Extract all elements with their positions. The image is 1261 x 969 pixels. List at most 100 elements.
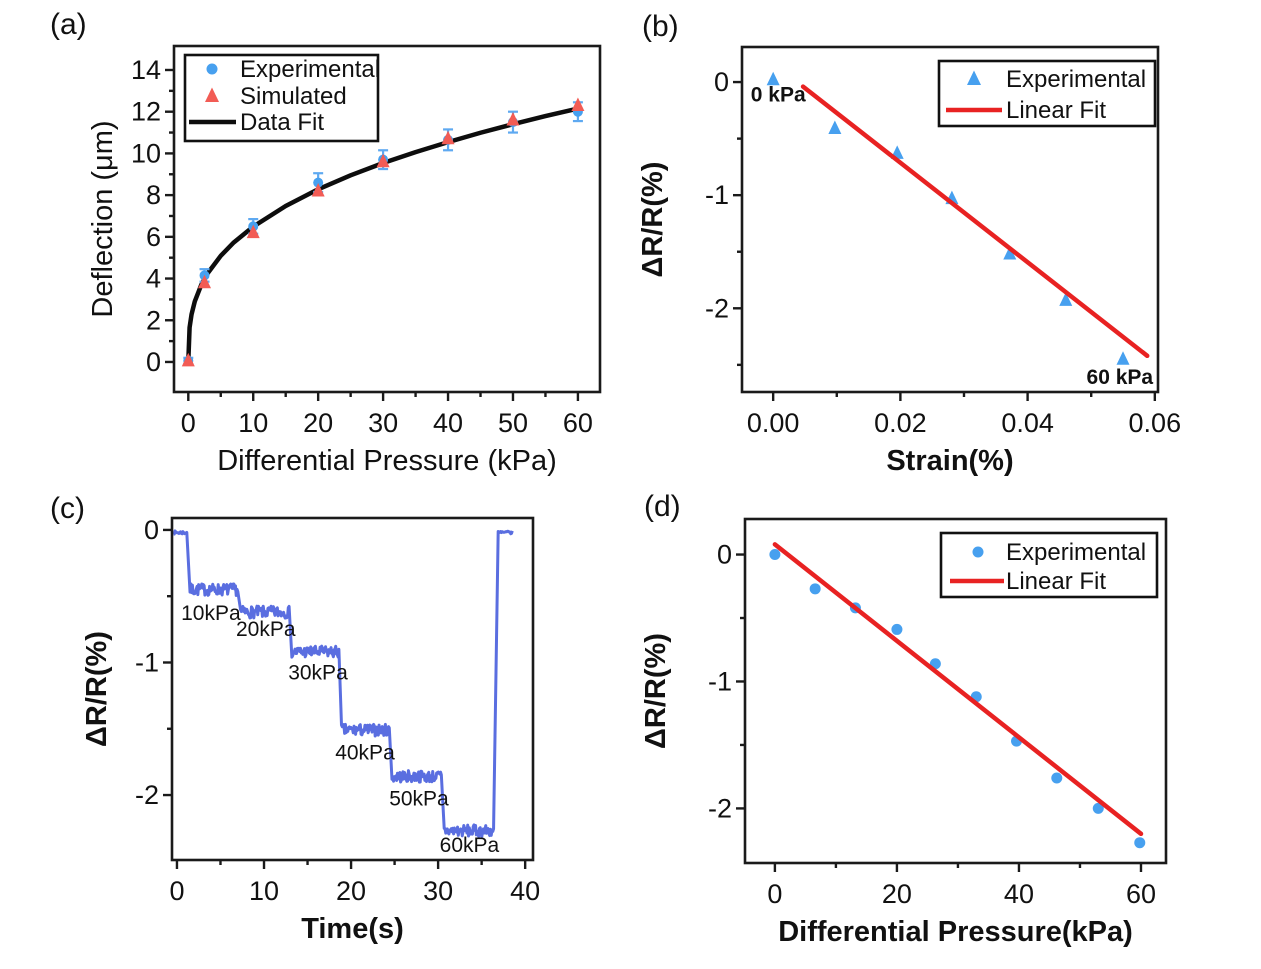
panel-c-label: (c) — [50, 492, 85, 525]
x-axis-title: Differential Pressure(kPa) — [778, 916, 1133, 948]
data-point-marker — [1003, 246, 1017, 260]
y-tick-label: 0 — [146, 347, 161, 377]
legend-box — [939, 531, 1159, 599]
data-point-marker — [1051, 772, 1063, 784]
x-tick-label: 0 — [767, 879, 782, 909]
x-tick-label: 0 — [169, 876, 184, 906]
plot-frame — [172, 44, 602, 394]
legend-circle-marker — [206, 63, 218, 75]
legend-triangle-marker — [205, 87, 219, 102]
x-tick-label: 0 — [181, 408, 196, 438]
data-point-marker — [1134, 837, 1146, 849]
data-point-marker — [313, 177, 324, 188]
data-point-marker — [809, 583, 821, 595]
data-point-marker — [769, 549, 781, 561]
annotation-60kpa: 60kPa — [440, 834, 500, 857]
linear-fit-line — [800, 84, 1150, 359]
x-tick-label: 40 — [1004, 879, 1034, 909]
legend-label: Simulated — [240, 83, 347, 110]
y-axis-title: ΔR/R(%) — [640, 633, 672, 749]
y-axis-title: Deflection (μm) — [87, 120, 119, 317]
x-tick-label: 20 — [303, 408, 333, 438]
data-point-marker — [441, 130, 455, 145]
y-tick-label: 2 — [146, 305, 161, 335]
panel-a-label: (a) — [50, 8, 87, 41]
x-tick-label: 20 — [882, 879, 912, 909]
data-point-marker — [828, 120, 842, 134]
legend-triangle-marker — [967, 70, 981, 85]
x-tick-label: 60 — [1126, 879, 1156, 909]
y-tick-label: 10 — [131, 138, 161, 168]
data-point-marker — [506, 112, 520, 126]
data-point-marker — [766, 71, 780, 86]
panel-a-group: 0 10 20 30 40 50 60 0 2 4 6 8 10 12 14 Differential Pre… — [87, 44, 602, 477]
linear-fit-line — [772, 542, 1144, 837]
x-tick-label: 40 — [433, 408, 463, 438]
legend-label: Experimental — [1006, 66, 1146, 93]
x-tick-label: 20 — [336, 876, 366, 906]
panel-d-label: (d) — [644, 490, 681, 523]
y-axis-title: ΔR/R(%) — [637, 162, 669, 278]
y-tick-label: 8 — [146, 180, 161, 210]
data-point-marker — [198, 274, 212, 289]
legend-box — [937, 59, 1157, 128]
y-tick-label: 12 — [131, 97, 161, 127]
y-tick-label: 14 — [131, 55, 161, 85]
x-tick-label: 0.02 — [874, 408, 927, 438]
y-tick-label: -1 — [705, 180, 729, 210]
legend-label: Data Fit — [240, 109, 324, 136]
legend-circle-marker — [972, 546, 984, 558]
plot-frame — [740, 45, 1160, 394]
plot-frame — [170, 516, 535, 862]
y-tick-label: -2 — [708, 793, 732, 823]
annotation-20kpa: 20kPa — [236, 618, 296, 641]
data-fit-line — [186, 106, 581, 365]
y-tick-label: 6 — [146, 222, 161, 252]
y-tick-label: 4 — [146, 264, 161, 294]
y-tick-label: -1 — [135, 647, 159, 677]
x-tick-label: 30 — [368, 408, 398, 438]
x-tick-label: 10 — [249, 876, 279, 906]
annotation-30kpa: 30kPa — [288, 662, 348, 685]
x-tick-label: 40 — [510, 876, 540, 906]
annotation-60-kpa: 60 kPa — [1087, 366, 1154, 389]
signal-trace — [172, 529, 514, 839]
annotation-40kpa: 40kPa — [335, 741, 395, 764]
data-point-marker — [311, 182, 325, 197]
x-axis-title: Differential Pressure (kPa) — [217, 445, 557, 477]
data-point-marker — [246, 224, 260, 239]
data-point-marker — [181, 352, 195, 367]
panel-b-label: (b) — [642, 10, 679, 43]
y-tick-label: 0 — [717, 540, 732, 570]
plot-frame — [743, 517, 1168, 865]
data-point-marker — [571, 97, 585, 111]
data-point-marker — [1116, 351, 1130, 365]
annotation-50kpa: 50kPa — [389, 788, 449, 811]
x-tick-label: 0.00 — [747, 408, 800, 438]
x-tick-label: 50 — [498, 408, 528, 438]
legend-label: Linear Fit — [1006, 97, 1106, 124]
y-tick-label: -2 — [705, 293, 729, 323]
y-axis-title: ΔR/R(%) — [81, 631, 113, 747]
x-axis-title: Time(s) — [301, 913, 404, 945]
data-point-marker — [376, 153, 390, 168]
x-tick-label: 0.06 — [1129, 408, 1182, 438]
data-point-marker — [1059, 292, 1073, 306]
x-tick-label: 0.04 — [1001, 408, 1054, 438]
x-axis-title: Strain(%) — [886, 445, 1013, 477]
data-point-marker — [1092, 802, 1104, 814]
x-tick-label: 30 — [423, 876, 453, 906]
panel-d-group: 0 20 40 60 0 -1 -2 Differential Pressure(kPa) ΔR… — [640, 517, 1168, 948]
x-tick-label: 60 — [563, 408, 593, 438]
legend-label: Experimental — [240, 56, 380, 83]
data-point-marker — [891, 623, 903, 635]
y-tick-label: 0 — [714, 67, 729, 97]
y-tick-label: -1 — [708, 666, 732, 696]
annotation-0-kpa: 0 kPa — [751, 83, 806, 106]
panel-b-group: 0.00 0.02 0.04 0.06 0 -1 -2 Strain(%) ΔR/R(%) 0 k… — [637, 45, 1182, 477]
legend-label: Linear Fit — [1006, 568, 1106, 595]
annotation-10kpa: 10kPa — [181, 602, 241, 625]
